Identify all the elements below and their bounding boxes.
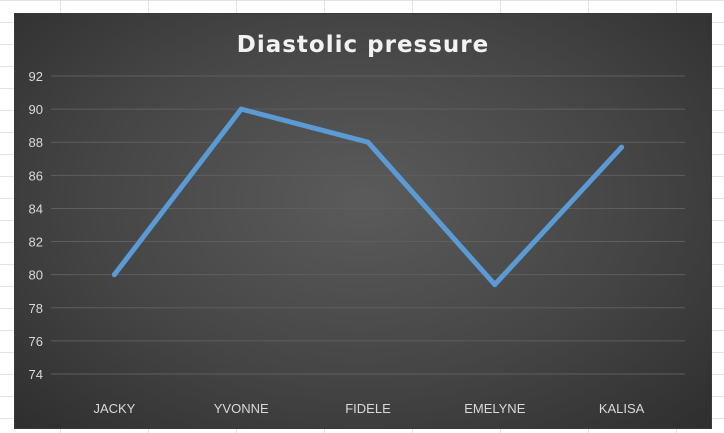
data-point-emelyne (492, 282, 498, 288)
x-category-label-jacky: JACKY (93, 401, 135, 416)
y-tick-label-88: 88 (29, 135, 43, 150)
y-tick-label-86: 86 (29, 168, 43, 183)
y-tick-label-76: 76 (29, 334, 43, 349)
y-tick-label-82: 82 (29, 235, 43, 250)
data-point-yvonne (238, 106, 244, 112)
y-tick-label-90: 90 (29, 102, 43, 117)
data-point-jacky (111, 272, 117, 278)
data-point-kalisa (619, 144, 625, 150)
series-line-0 (111, 106, 625, 288)
x-category-label-emelyne: EMELYNE (464, 401, 525, 416)
y-tick-label-92: 92 (29, 69, 43, 84)
x-category-label-kalisa: KALISA (599, 401, 645, 416)
y-tick-label-84: 84 (29, 201, 43, 216)
x-category-label-fidele: FIDELE (345, 401, 391, 416)
y-tick-label-78: 78 (29, 301, 43, 316)
chart-title: Diastolic pressure (236, 32, 490, 58)
y-tick-label-80: 80 (29, 268, 43, 283)
y-tick-label-74: 74 (29, 367, 43, 382)
chart-area[interactable]: Diastolic pressure 92 90 88 86 84 82 80 78 76 74 J… (14, 13, 712, 429)
line-chart-plot: 92 90 88 86 84 82 80 78 76 74 JACKY YVONNE FIDELE EME… (29, 69, 685, 416)
data-point-fidele (365, 139, 371, 145)
x-category-label-yvonne: YVONNE (214, 401, 269, 416)
